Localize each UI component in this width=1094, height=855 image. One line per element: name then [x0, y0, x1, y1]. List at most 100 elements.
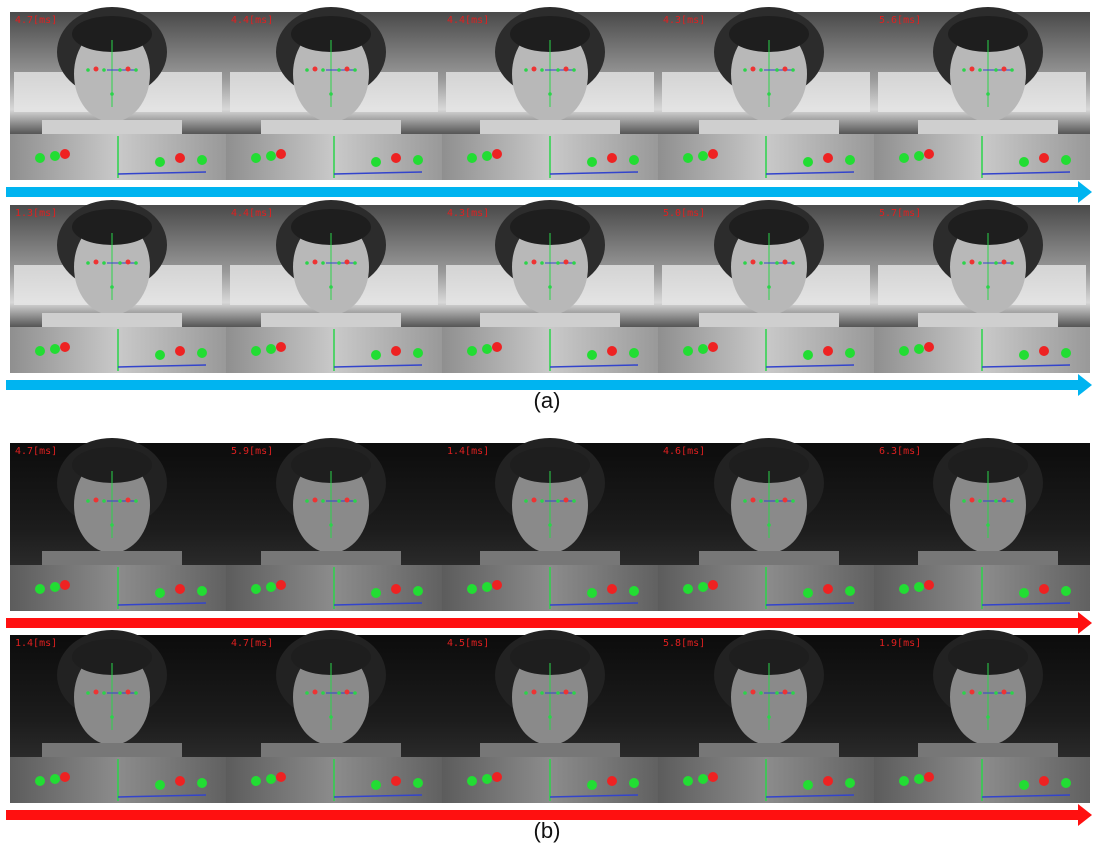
eye-corner — [698, 151, 708, 161]
landmark — [556, 261, 560, 265]
eye-corner — [266, 344, 276, 354]
eye-corner — [50, 344, 60, 354]
pupil — [783, 498, 788, 503]
pupil — [564, 498, 569, 503]
pupil — [345, 67, 350, 72]
iris-center — [708, 342, 718, 352]
eye-corner — [482, 774, 492, 784]
iris-center — [175, 153, 185, 163]
landmark — [556, 499, 560, 503]
iris-center — [391, 346, 401, 356]
landmark — [994, 499, 998, 503]
body — [480, 551, 620, 565]
timing-label: 4.7[ms] — [15, 446, 57, 457]
landmark — [962, 499, 966, 503]
landmark — [572, 499, 576, 503]
eye-corner — [35, 153, 45, 163]
eye-corner — [251, 584, 261, 594]
landmark — [791, 261, 795, 265]
body — [261, 120, 401, 134]
eye-corner — [1019, 350, 1029, 360]
iris-center — [607, 584, 617, 594]
frame: 4.3[ms] — [658, 7, 874, 180]
landmark — [548, 285, 552, 289]
pupil — [564, 690, 569, 695]
pupil — [1002, 260, 1007, 265]
eye-corner — [845, 348, 855, 358]
frame: 5.6[ms] — [874, 7, 1090, 180]
panel-label: (b) — [534, 818, 561, 843]
body — [42, 743, 182, 757]
landmark — [524, 691, 528, 695]
landmark — [110, 92, 114, 96]
eye-corner — [155, 588, 165, 598]
eye-corner — [629, 778, 639, 788]
body — [42, 313, 182, 327]
eye-corner — [587, 157, 597, 167]
iris-center — [823, 346, 833, 356]
landmark — [556, 68, 560, 72]
iris-center — [492, 772, 502, 782]
pupil — [751, 260, 756, 265]
eye-corner — [914, 151, 924, 161]
timing-label: 4.4[ms] — [231, 208, 273, 219]
landmark — [337, 691, 341, 695]
iris-center — [276, 772, 286, 782]
landmark — [572, 68, 576, 72]
timing-label: 5.6[ms] — [879, 15, 921, 26]
frame: 1.9[ms] — [874, 630, 1090, 803]
pupil — [313, 67, 318, 72]
landmark — [986, 715, 990, 719]
landmark — [978, 499, 982, 503]
eye-corner — [50, 774, 60, 784]
eye-corner — [266, 582, 276, 592]
body — [261, 743, 401, 757]
landmark — [86, 68, 90, 72]
landmark — [524, 68, 528, 72]
landmark — [329, 92, 333, 96]
eye-corner — [1019, 588, 1029, 598]
eye-corner — [371, 588, 381, 598]
eye-corner — [50, 582, 60, 592]
eye-corner — [251, 776, 261, 786]
landmark — [540, 691, 544, 695]
body — [699, 551, 839, 565]
iris-center — [391, 584, 401, 594]
landmark — [548, 92, 552, 96]
pupil — [532, 690, 537, 695]
eye-corner — [50, 151, 60, 161]
landmark — [305, 68, 309, 72]
timing-label: 1.4[ms] — [447, 446, 489, 457]
pupil — [751, 67, 756, 72]
landmark — [540, 499, 544, 503]
pupil — [783, 260, 788, 265]
timing-label: 5.9[ms] — [231, 446, 273, 457]
landmark — [1010, 68, 1014, 72]
iris-center — [924, 342, 934, 352]
body — [480, 743, 620, 757]
eye-corner — [899, 776, 909, 786]
pupil — [345, 690, 350, 695]
landmark — [540, 68, 544, 72]
iris-center — [1039, 776, 1049, 786]
landmark — [767, 715, 771, 719]
frame: 4.3[ms] — [442, 200, 658, 373]
landmark — [759, 68, 763, 72]
landmark — [353, 261, 357, 265]
landmark — [572, 261, 576, 265]
pupil — [94, 498, 99, 503]
landmark — [962, 691, 966, 695]
pupil — [1002, 498, 1007, 503]
landmark — [962, 261, 966, 265]
eye-corner — [899, 153, 909, 163]
landmark — [986, 523, 990, 527]
landmark — [102, 68, 106, 72]
iris-center — [391, 153, 401, 163]
body — [699, 120, 839, 134]
eye-corner — [482, 582, 492, 592]
pupil — [564, 67, 569, 72]
iris-center — [823, 584, 833, 594]
landmark — [353, 499, 357, 503]
panel-label: (a) — [534, 388, 561, 413]
landmark — [110, 523, 114, 527]
